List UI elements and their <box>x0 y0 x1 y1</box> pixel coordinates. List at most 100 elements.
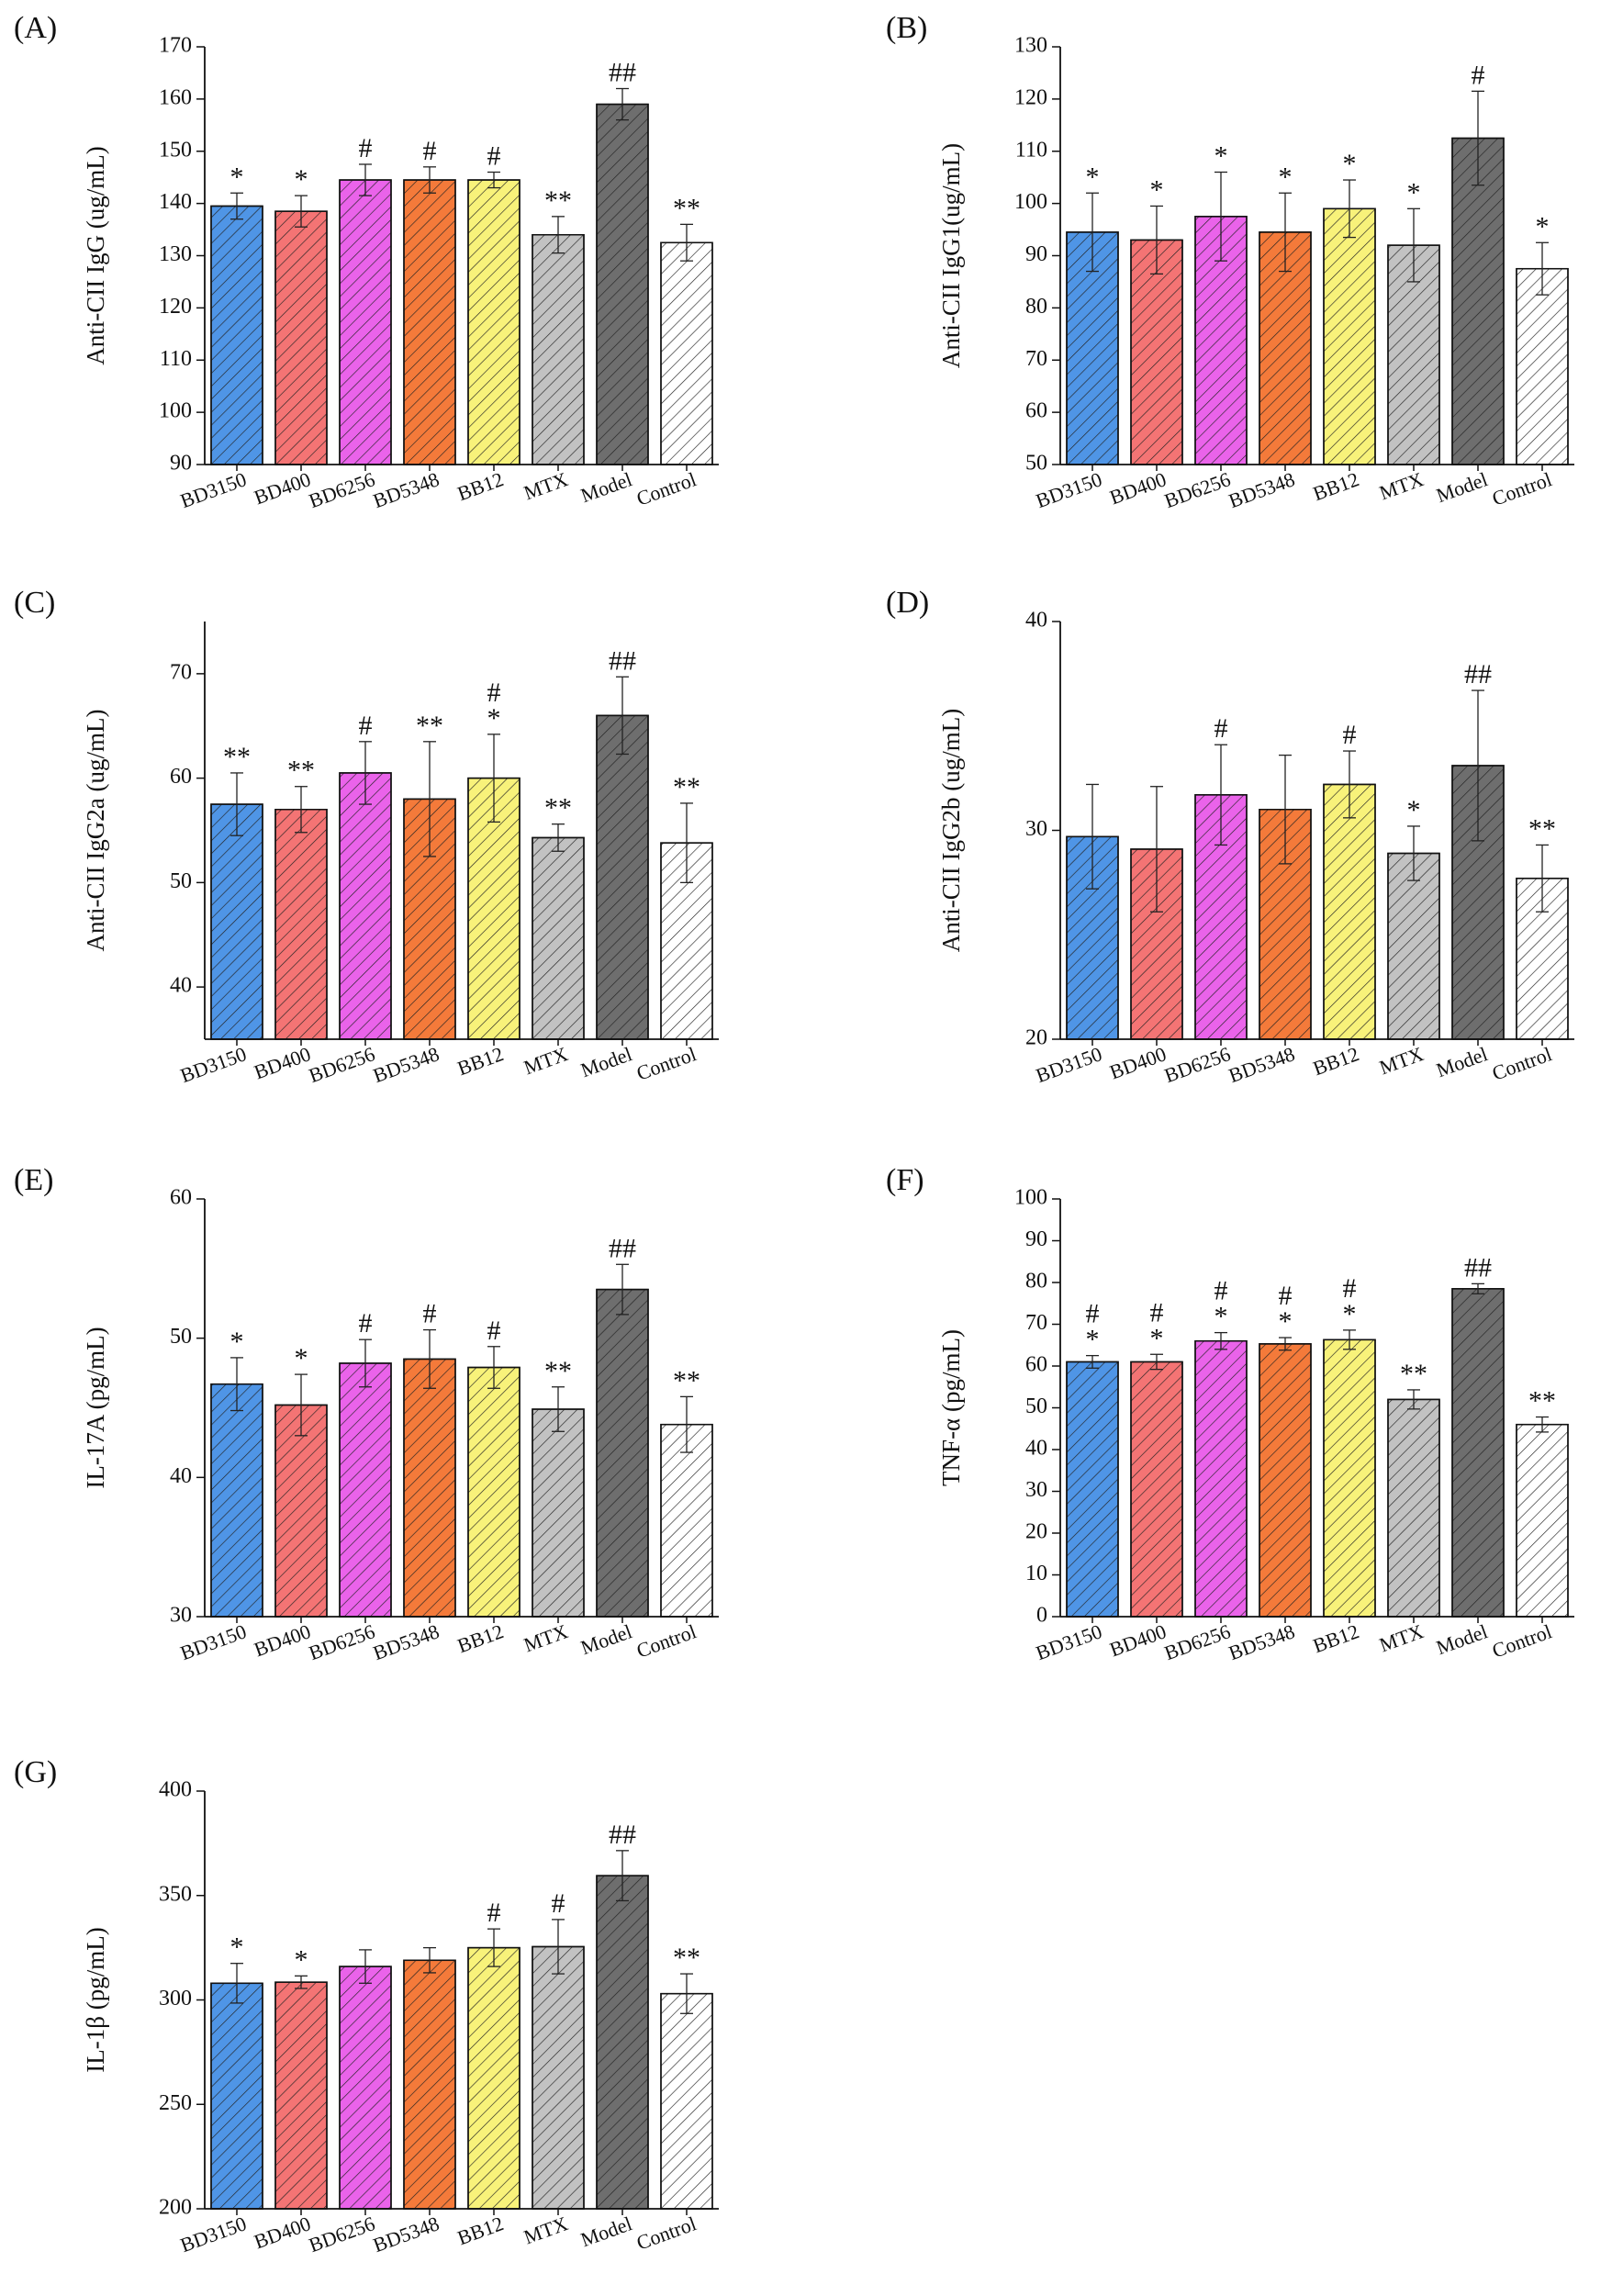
bar-hatch <box>210 803 263 1040</box>
y-tick-label: 60 <box>170 1186 192 1210</box>
significance-mark: # <box>423 1299 437 1329</box>
y-tick-label: 30 <box>170 1604 192 1628</box>
x-tick-label: Control <box>633 1619 700 1662</box>
x-tick-label: BD3150 <box>177 1042 250 1087</box>
y-tick-label: 200 <box>159 2196 192 2220</box>
y-axis-label: IL-17A (pg/mL) <box>82 1327 109 1488</box>
significance-mark: ** <box>416 711 443 741</box>
bar-hatch <box>532 836 585 1040</box>
y-tick-label: 130 <box>159 242 192 266</box>
bar-hatch <box>339 1362 392 1618</box>
significance-mark: * <box>1214 1302 1228 1332</box>
x-tick-label: BD5348 <box>370 1042 442 1087</box>
y-tick-label: 90 <box>1025 1227 1047 1251</box>
y-tick-label: 160 <box>159 85 192 109</box>
significance-mark: # <box>1150 1297 1164 1327</box>
bar-hatch <box>1516 267 1569 465</box>
y-tick-label: 80 <box>1025 295 1047 319</box>
x-tick-label: BD5348 <box>370 1619 442 1664</box>
y-axis-label: IL-1β (pg/mL) <box>82 1927 109 2072</box>
x-tick-label: MTX <box>520 1619 571 1656</box>
y-tick-label: 100 <box>1014 1186 1047 1210</box>
significance-mark: * <box>295 1944 308 1975</box>
panel: (G)IL-1β (pg/mL)200250300350400*BD3150*B… <box>14 1755 719 2257</box>
y-tick-label: 40 <box>170 974 192 998</box>
significance-mark: # <box>487 1316 501 1346</box>
y-tick-label: 30 <box>1025 1478 1047 1502</box>
significance-mark: ** <box>1400 1359 1427 1389</box>
panel-label: (B) <box>886 11 927 45</box>
bar-hatch <box>403 1959 456 2210</box>
significance-mark: * <box>295 164 308 195</box>
x-tick-label: BB12 <box>454 1042 507 1080</box>
x-tick-label: Control <box>1489 1619 1555 1662</box>
significance-mark: ## <box>1464 1252 1492 1282</box>
x-tick-label: MTX <box>520 2212 571 2248</box>
y-tick-label: 60 <box>1025 399 1047 423</box>
x-tick-label: Model <box>577 1042 635 1081</box>
x-tick-label: BD400 <box>251 1042 313 1083</box>
bar-hatch <box>403 179 456 465</box>
y-axis-label: Anti-CII IgG2a (ug/mL) <box>82 710 109 952</box>
significance-mark: ** <box>544 793 572 823</box>
y-tick-label: 40 <box>1025 609 1047 633</box>
significance-mark: # <box>487 1898 501 1928</box>
x-tick-label: MTX <box>520 467 571 504</box>
significance-mark: * <box>295 1343 308 1373</box>
y-tick-label: 150 <box>159 138 192 162</box>
significance-mark: # <box>1214 1276 1228 1306</box>
x-tick-label: BB12 <box>1310 467 1362 505</box>
significance-mark: # <box>1472 60 1485 90</box>
y-tick-label: 90 <box>170 452 192 476</box>
significance-mark: ** <box>223 742 251 772</box>
significance-mark: # <box>1343 720 1357 750</box>
bar-hatch <box>596 1288 649 1618</box>
x-tick-label: BB12 <box>454 2212 507 2249</box>
y-tick-label: 70 <box>170 660 192 684</box>
bar-hatch <box>339 772 392 1040</box>
x-tick-label: Model <box>577 2212 635 2251</box>
significance-mark: * <box>1279 1306 1293 1337</box>
panel: (E)IL-17A (pg/mL)30405060*BD3150*BD400#B… <box>14 1163 719 1664</box>
bar-hatch <box>1130 1361 1183 1618</box>
x-tick-label: BD5348 <box>1226 1619 1298 1664</box>
panel: (B) Anti-CII IgG1(ug/mL) 50 60 70 80 90 100 110 1… <box>886 11 1574 512</box>
x-tick-label: Control <box>1489 1042 1555 1084</box>
bar-hatch <box>274 210 328 465</box>
bar-hatch <box>339 1966 392 2210</box>
panel-label: (A) <box>14 11 57 45</box>
y-tick-label: 0 <box>1036 1604 1047 1628</box>
significance-mark: * <box>230 1932 244 1963</box>
bar-hatch <box>1323 1338 1376 1618</box>
panel-label: (C) <box>14 586 55 620</box>
x-tick-label: BD5348 <box>370 467 442 512</box>
bar-hatch <box>403 1358 456 1618</box>
x-tick-label: Model <box>1433 467 1491 507</box>
significance-mark: # <box>423 136 437 166</box>
significance-mark: ** <box>673 1365 700 1395</box>
significance-mark: * <box>1150 174 1164 205</box>
significance-mark: * <box>230 1327 244 1357</box>
y-tick-label: 170 <box>159 34 192 58</box>
significance-mark: * <box>1343 149 1357 179</box>
x-tick-label: BB12 <box>454 1619 507 1657</box>
x-tick-label: BD5348 <box>1226 467 1298 512</box>
y-tick-label: 80 <box>1025 1270 1047 1294</box>
y-tick-label: 100 <box>1014 190 1047 214</box>
bar-hatch <box>210 1982 263 2210</box>
significance-mark: ## <box>609 58 636 88</box>
x-tick-label: Control <box>633 2212 700 2254</box>
significance-mark: * <box>1150 1323 1164 1353</box>
significance-mark: ** <box>544 185 572 216</box>
x-tick-label: BD6256 <box>306 2212 378 2257</box>
x-tick-label: MTX <box>1376 1619 1427 1656</box>
x-tick-label: BD400 <box>1106 1042 1169 1083</box>
bar-hatch <box>210 205 263 465</box>
significance-mark: # <box>487 678 501 708</box>
y-tick-label: 20 <box>1025 1026 1047 1050</box>
bar-hatch <box>660 1992 713 2210</box>
x-tick-label: BD400 <box>251 2212 313 2253</box>
bar-hatch <box>274 1981 328 2210</box>
panel: (A) Anti-CII IgG (ug/mL) 90 100 110 120 130 140… <box>14 11 719 512</box>
